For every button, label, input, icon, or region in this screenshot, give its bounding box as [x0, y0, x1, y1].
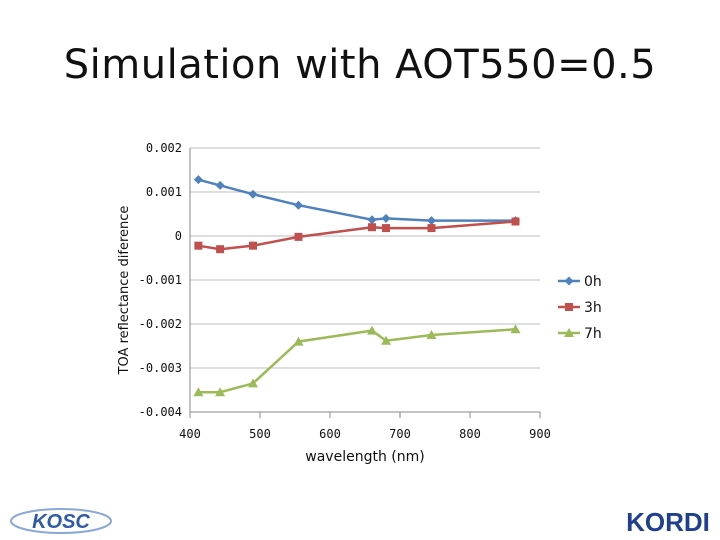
x-tick-label: 400 [179, 427, 201, 441]
x-tick-label: 600 [319, 427, 341, 441]
data-point-0h [215, 180, 225, 190]
series-line-0h [198, 178, 516, 222]
legend-label-7h: 7h [584, 326, 602, 342]
data-point-7h [215, 387, 226, 397]
kosc-logo-text: KOSC [32, 511, 90, 533]
data-point-7h [510, 324, 521, 334]
data-point-3h [194, 241, 203, 250]
y-tick-label: 0.001 [146, 185, 182, 199]
data-point-0h [294, 200, 303, 210]
series-line-3h [198, 220, 516, 251]
x-tick-label: 700 [389, 427, 411, 441]
data-point-3h [427, 224, 436, 233]
data-point-0h [248, 189, 258, 199]
y-tick-label: 0 [175, 229, 182, 243]
y-tick-label: -0.003 [139, 361, 182, 375]
legend-label-3h: 3h [584, 300, 602, 316]
data-point-7h [426, 330, 437, 339]
data-point-0h [381, 213, 391, 223]
x-axis-label: wavelength (nm) [305, 449, 424, 465]
data-point-7h [248, 378, 258, 388]
legend-label-0h: 0h [584, 274, 602, 290]
kosc-logo: KOSC [10, 508, 112, 534]
data-point-3h [216, 245, 225, 254]
y-tick-label: -0.004 [139, 405, 182, 419]
data-point-0h [193, 175, 203, 185]
data-point-7h [293, 336, 304, 346]
series-line-7h [198, 328, 516, 394]
x-tick-label: 500 [249, 427, 271, 441]
data-point-7h [193, 387, 204, 397]
y-axis-label: TOA reflectance diference [117, 206, 132, 376]
y-tick-label: -0.002 [139, 317, 182, 331]
data-point-7h [381, 335, 391, 345]
data-point-0h [367, 215, 377, 225]
y-tick-label: 0.002 [146, 141, 182, 155]
legend-marker-0h [564, 276, 574, 286]
kordi-logo: KORDI [626, 507, 710, 537]
legend-marker-7h [564, 328, 574, 337]
data-point-3h [511, 217, 520, 226]
x-tick-label: 900 [529, 427, 551, 441]
x-tick-label: 800 [459, 427, 481, 441]
legend-marker-3h [565, 303, 573, 311]
line-chart: -0.004 -0.003 -0.002 -0.001 0 0.001 0.002 400 50… [117, 141, 602, 465]
data-point-3h [294, 232, 303, 241]
kordi-logo-text: KORDI [626, 507, 710, 537]
y-tick-label: -0.001 [139, 273, 182, 287]
slide-title: Simulation with AOT550=0.5 [63, 42, 657, 88]
data-point-7h [367, 325, 377, 335]
data-point-3h [368, 223, 376, 232]
data-point-3h [382, 224, 390, 233]
data-point-3h [249, 241, 257, 250]
data-point-0h [427, 216, 436, 226]
